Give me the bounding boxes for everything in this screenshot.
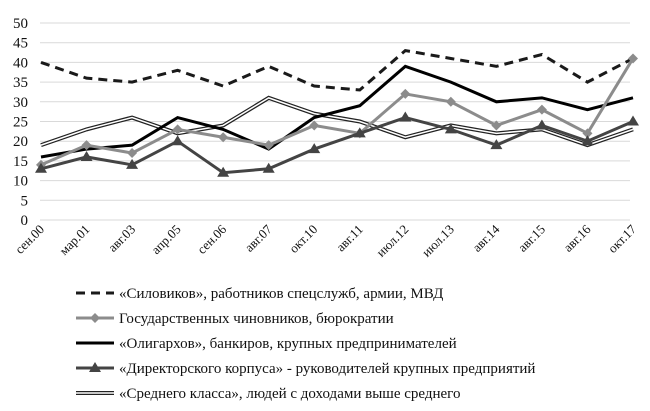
x-tick-label: авг.03: [105, 222, 138, 255]
legend-item: Государственных чиновников, бюрократии: [76, 311, 394, 327]
data-point: [353, 127, 366, 138]
data-point: [308, 143, 321, 154]
x-tick-label: мар.01: [56, 222, 93, 259]
x-axis-ticks: сен.00 мар.01 авг.03 апр.05 сен.06 авг.07 окт.…: [12, 221, 640, 260]
data-point: [80, 150, 93, 161]
x-tick-label: авг.14: [469, 221, 503, 255]
series-0: [40, 48, 634, 92]
data-point: [217, 166, 230, 177]
data-point: [582, 128, 593, 139]
y-axis-ticks: 0 5 10 15 20 25 30 35 40 45 50: [13, 16, 28, 229]
legend-marker: [89, 362, 101, 372]
legend-label: Государственных чиновников, бюрократии: [119, 311, 394, 327]
data-point: [491, 120, 502, 131]
legend-label: «Силовиков», работников спецслужб, армии…: [119, 286, 443, 302]
data-point: [445, 96, 456, 107]
x-tick-label: авг.16: [560, 221, 594, 255]
data-point: [536, 104, 547, 115]
y-tick-label: 35: [13, 75, 28, 91]
legend-item: «Директорского корпуса» - руководителей …: [76, 361, 535, 377]
y-tick-label: 20: [13, 134, 28, 150]
legend: «Силовиков», работников спецслужб, армии…: [76, 286, 535, 402]
y-tick-label: 50: [13, 16, 28, 32]
y-tick-label: 40: [13, 55, 28, 71]
data-point: [400, 88, 411, 99]
x-tick-label: июл.13: [419, 222, 457, 260]
data-point: [262, 162, 275, 173]
series-line: [40, 115, 634, 175]
legend-label: «Олигархов», банкиров, крупных предприни…: [119, 336, 457, 352]
y-tick-label: 25: [13, 115, 28, 131]
data-point: [535, 119, 548, 130]
legend-item: «Среднего класса», людей с доходами выше…: [76, 386, 460, 402]
y-tick-label: 30: [13, 95, 28, 111]
x-tick-label: авг.07: [242, 221, 276, 255]
data-point: [35, 162, 47, 173]
y-tick-label: 0: [21, 213, 29, 229]
data-point: [581, 135, 594, 146]
data-point: [171, 135, 184, 146]
y-tick-label: 5: [21, 193, 29, 209]
legend-label: «Среднего класса», людей с доходами выше…: [119, 386, 460, 402]
x-tick-label: сен.00: [12, 222, 47, 257]
data-point: [81, 140, 92, 151]
data-point: [126, 158, 139, 169]
x-tick-label: авг.15: [515, 222, 548, 255]
y-tick-label: 15: [13, 154, 28, 170]
data-point: [127, 148, 138, 159]
y-tick-label: 10: [13, 174, 28, 190]
x-tick-label: авг.11: [333, 222, 366, 255]
x-tick-label: июл.12: [373, 222, 411, 260]
x-tick-label: сен.06: [194, 221, 230, 257]
data-point: [628, 53, 638, 64]
data-point: [218, 132, 229, 143]
legend-item: «Олигархов», банкиров, крупных предприни…: [76, 336, 457, 352]
legend-label: «Директорского корпуса» - руководителей …: [119, 361, 535, 377]
series-line: [40, 48, 634, 92]
legend-marker: [90, 313, 100, 323]
data-point: [172, 124, 183, 135]
data-point: [490, 139, 503, 150]
data-point: [627, 115, 639, 126]
data-point: [309, 120, 320, 131]
x-tick-label: апр.05: [148, 222, 184, 258]
data-point: [263, 140, 274, 151]
data-point: [399, 111, 412, 122]
x-tick-label: окт.17: [605, 221, 640, 256]
x-tick-label: окт.10: [286, 222, 320, 256]
series-lines: [35, 48, 639, 177]
y-tick-label: 45: [13, 36, 28, 52]
series-1: [36, 53, 638, 170]
series-line: [40, 57, 635, 167]
legend-item: «Силовиков», работников спецслужб, армии…: [76, 286, 443, 302]
data-point: [444, 123, 457, 134]
series-2: [40, 64, 634, 159]
series-3: [35, 111, 639, 177]
series-line: [40, 64, 634, 159]
